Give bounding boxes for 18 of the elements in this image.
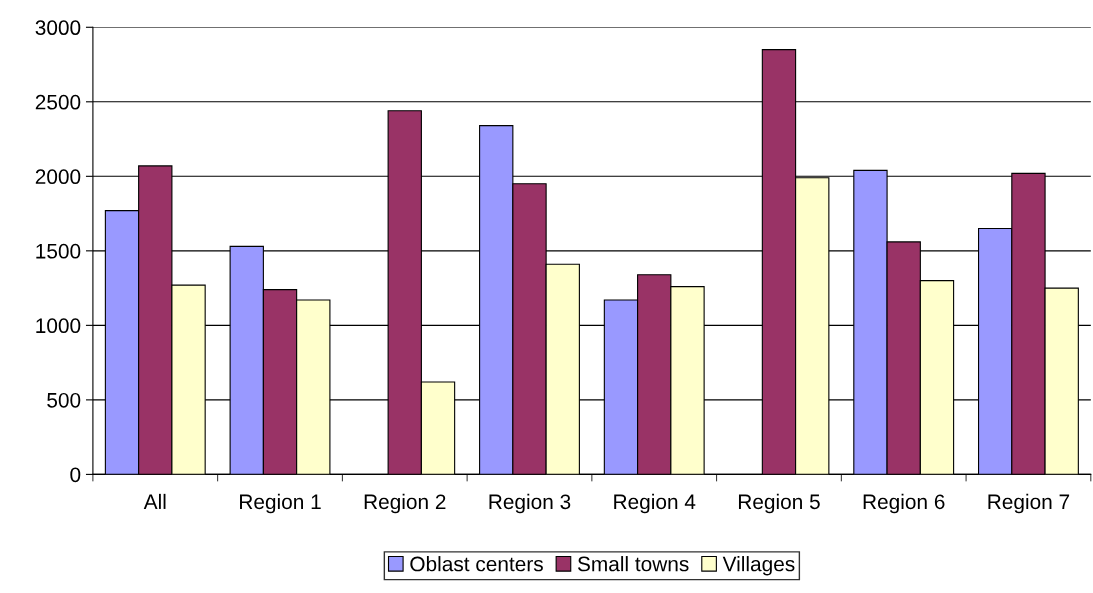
x-tick-label: Region 2 [364,493,446,514]
x-tick-label: Region 7 [988,493,1070,514]
y-tick-label: 2500 [35,94,81,110]
y-tick-label: 1500 [36,243,81,259]
x-tick-label: Region 6 [863,493,945,514]
y-tick-label: 1000 [36,318,81,334]
y-tick-label: 3000 [35,20,81,36]
x-tick-label: Region 3 [489,493,571,514]
x-tick-label: Region 5 [738,493,820,514]
x-tick-label: All [143,493,166,509]
y-tick-label: 2000 [35,169,81,185]
x-tick-label: Region 4 [614,493,696,514]
legend-label: Villages [722,556,795,576]
y-tick-label: 0 [70,467,81,483]
y-tick-label: 500 [47,392,81,408]
legend-label: Oblast centers [410,556,543,572]
legend-label: Small towns [577,556,689,572]
x-tick-label: Region 1 [240,493,321,514]
